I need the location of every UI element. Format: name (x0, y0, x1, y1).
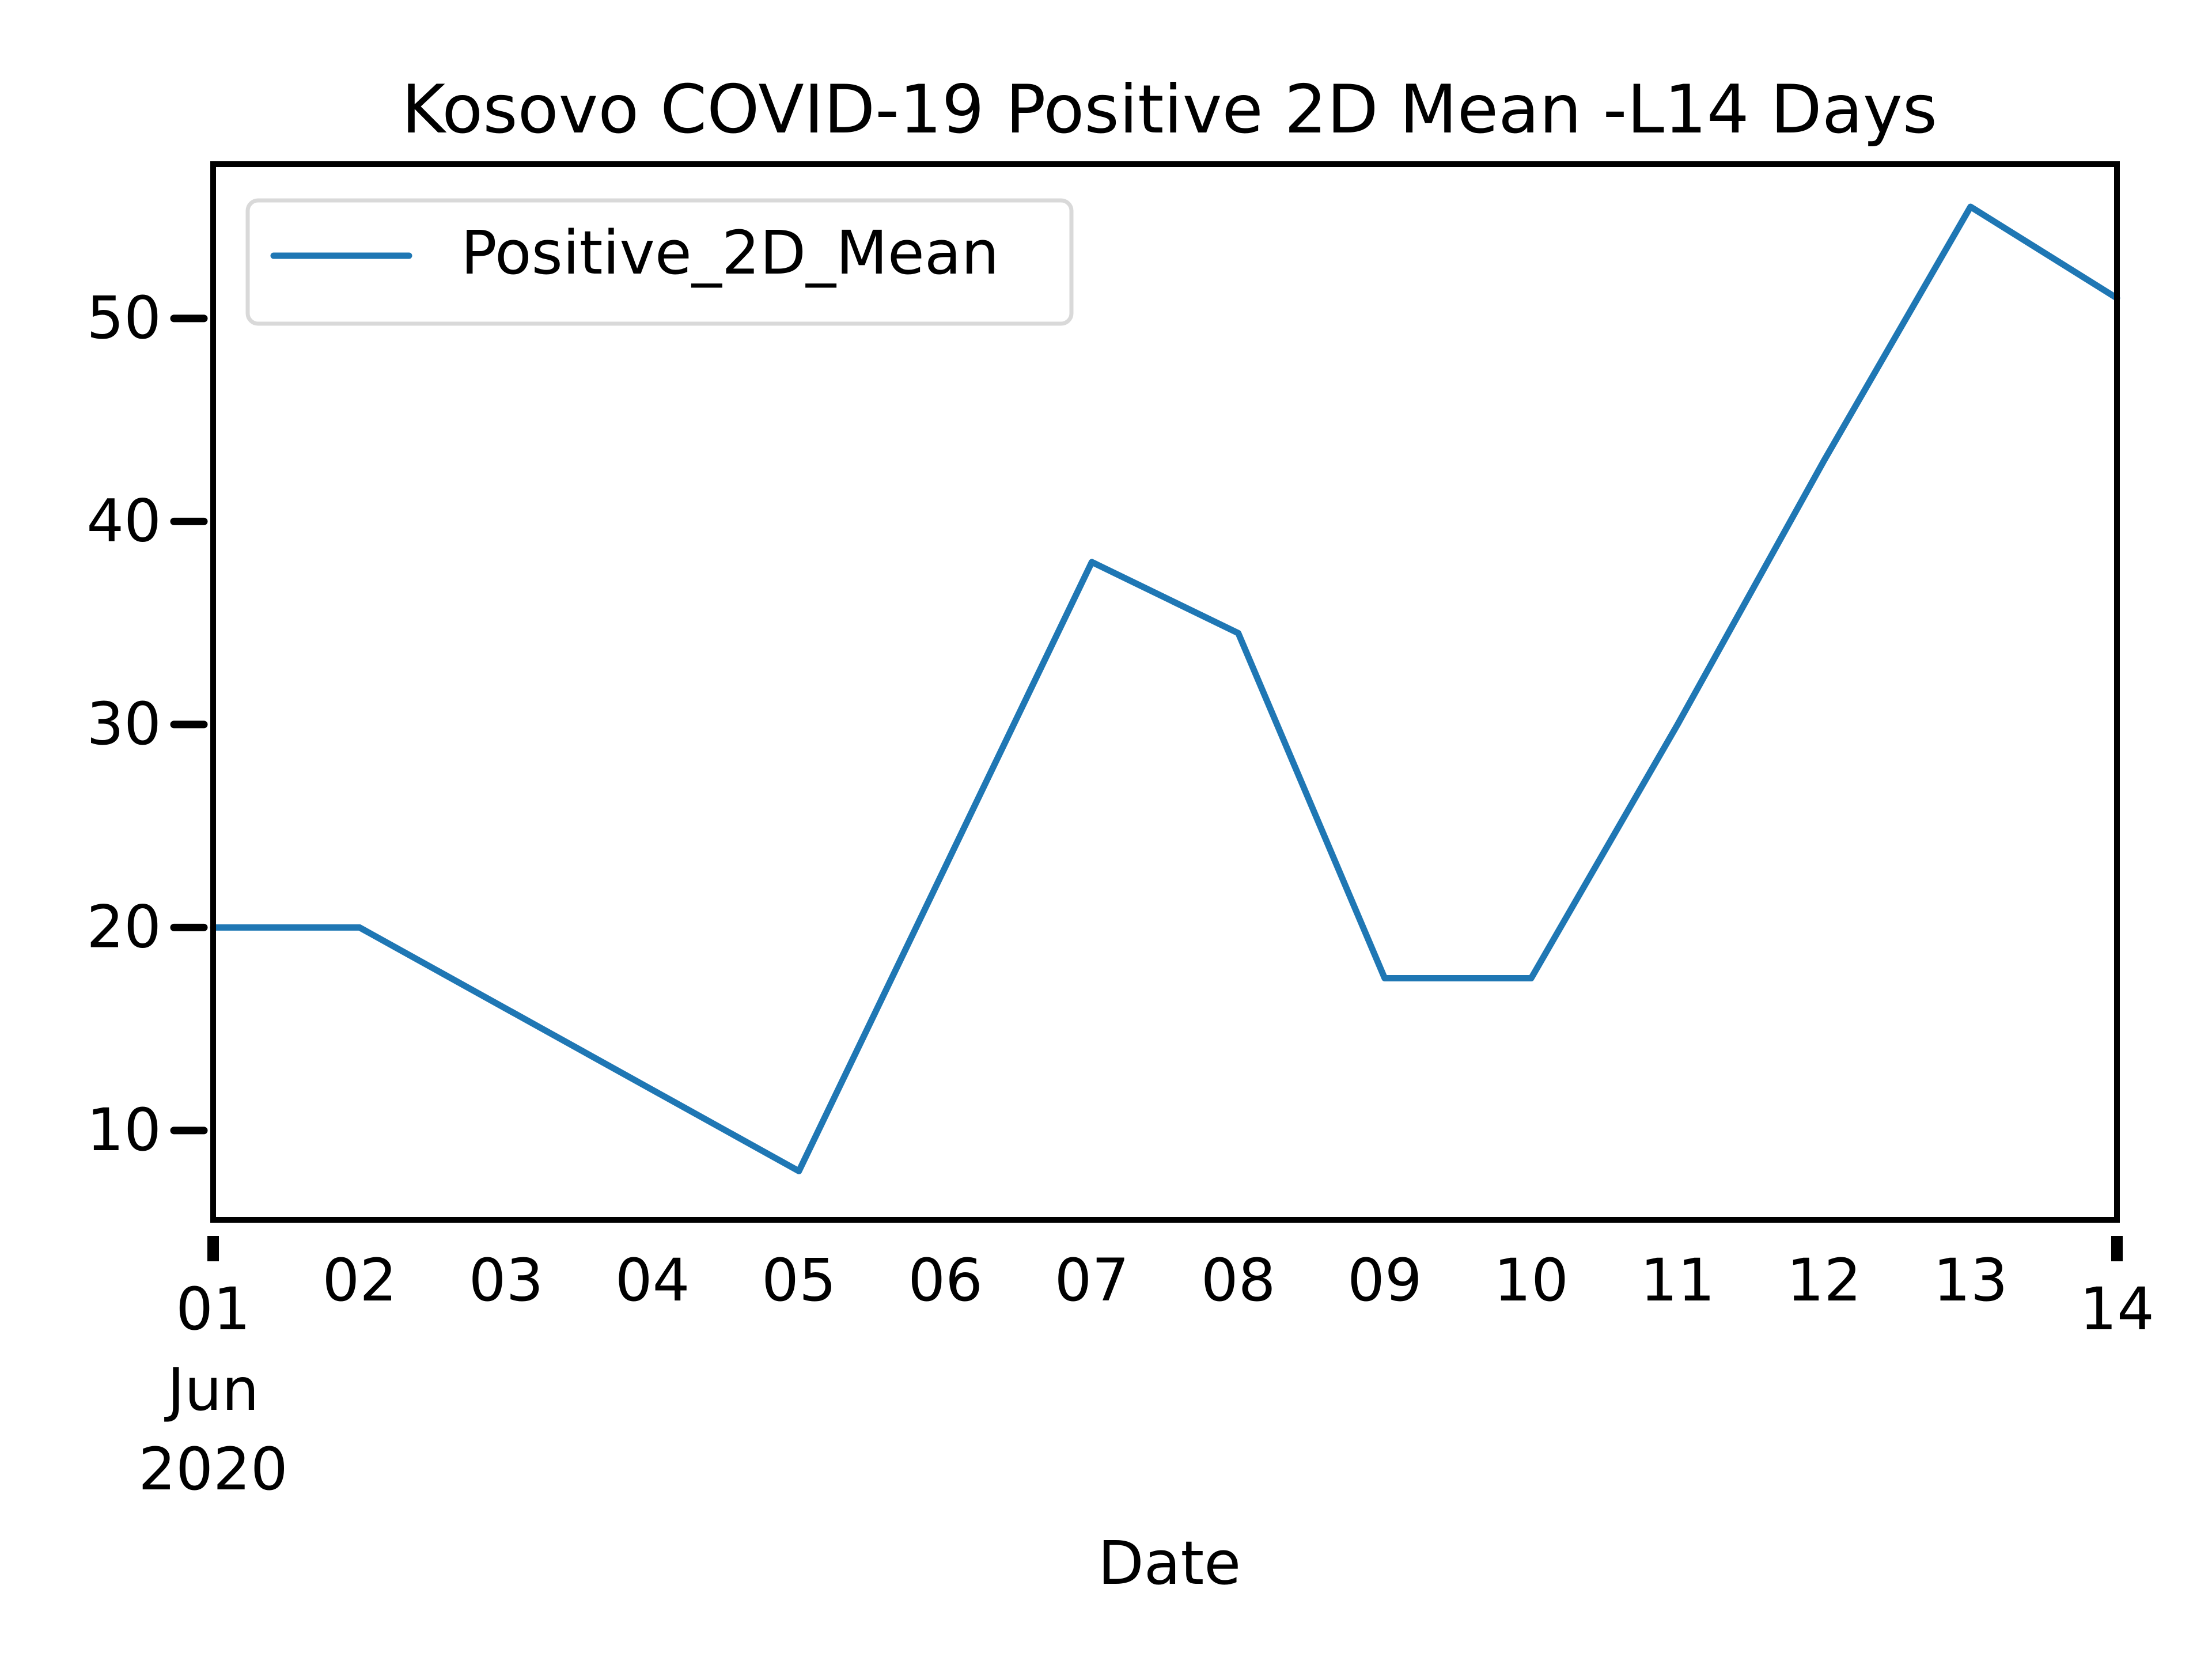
legend-label: Positive_2D_Mean (461, 218, 999, 288)
x-axis-label: Date (1098, 1528, 1241, 1598)
y-tick-label-2: 30 (86, 690, 161, 759)
x-tick-label-4: 05 (762, 1246, 836, 1315)
x-tick-label-5: 06 (908, 1246, 983, 1315)
x-tick-label-11: 12 (1787, 1246, 1862, 1315)
axis-layer: 10 20 30 40 50 01 Jun 2020 02 03 04 05 06 07 08 09 10 11 1… (86, 284, 2154, 1504)
x-tick-label-8: 09 (1347, 1246, 1422, 1315)
y-tick-label-1: 20 (86, 893, 161, 961)
line-layer (213, 207, 2117, 1171)
x-tick-label-2: 03 (469, 1246, 544, 1315)
x-tick-label-3: 04 (615, 1246, 690, 1315)
chart-title: Kosovo COVID-19 Positive 2D Mean -L14 Da… (402, 71, 1937, 149)
x-tick-month-label: Jun (164, 1356, 259, 1424)
series-line-positive-2d-mean (213, 207, 2117, 1171)
x-tick-label-10: 11 (1640, 1246, 1715, 1315)
x-tick-label-9: 10 (1494, 1246, 1569, 1315)
legend: Positive_2D_Mean (248, 200, 1071, 324)
y-tick-label-4: 50 (86, 284, 161, 352)
x-tick-label-6: 07 (1054, 1246, 1129, 1315)
x-tick-year-label: 2020 (138, 1435, 288, 1504)
y-tick-label-0: 10 (86, 1096, 161, 1165)
x-tick-label-13: 14 (2080, 1275, 2154, 1344)
y-tick-label-3: 40 (86, 487, 161, 555)
x-tick-label-7: 08 (1201, 1246, 1276, 1315)
x-tick-label-0: 01 (176, 1275, 251, 1344)
x-tick-label-12: 13 (1933, 1246, 2008, 1315)
x-tick-label-1: 02 (322, 1246, 397, 1315)
